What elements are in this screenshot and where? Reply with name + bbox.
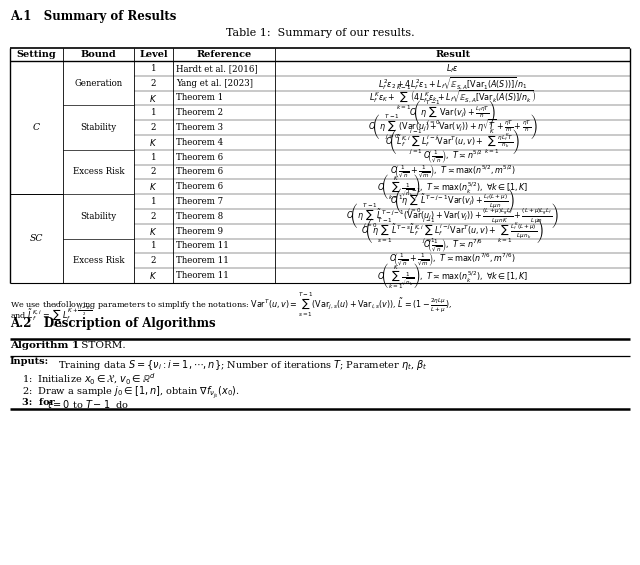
Text: $K$: $K$	[149, 181, 157, 192]
Text: Theorem 4: Theorem 4	[176, 138, 223, 147]
Text: 2: 2	[151, 212, 156, 221]
Text: Yang et al. [2023]: Yang et al. [2023]	[176, 79, 253, 88]
Text: Algorithm 1: Algorithm 1	[10, 341, 79, 350]
Text: Generation: Generation	[74, 79, 122, 88]
Text: $t=0$ to $T-1$  do: $t=0$ to $T-1$ do	[44, 398, 129, 410]
Text: $O\!\left(\sum_{k=1}^{K}\frac{1}{\sqrt{n_k}}\right),\ T\asymp\max(n_k^{5/2}),\ \: $O\!\left(\sum_{k=1}^{K}\frac{1}{\sqrt{n…	[377, 172, 529, 202]
Text: Setting: Setting	[17, 50, 56, 59]
Text: Stability: Stability	[80, 212, 116, 221]
Text: Theorem 6: Theorem 6	[176, 167, 223, 176]
Text: Theorem 2: Theorem 2	[176, 108, 223, 118]
Text: $K$: $K$	[149, 137, 157, 148]
Text: Training data $S=\{\nu_i:i=1,\cdots,n\}$; Number of iterations $T$; Parameter $\: Training data $S=\{\nu_i:i=1,\cdots,n\}$…	[52, 358, 428, 372]
Text: SC: SC	[29, 234, 43, 243]
Text: Theorem 3: Theorem 3	[176, 123, 223, 132]
Text: $O\!\left(\frac{1}{\sqrt{n}}\right),\ T\asymp n^{7/6}$: $O\!\left(\frac{1}{\sqrt{n}}\right),\ T\…	[422, 237, 483, 255]
Text: $K$: $K$	[149, 93, 157, 103]
Text: Theorem 6: Theorem 6	[176, 182, 223, 192]
Text: $O\!\left(\eta\sum_{j=0}^{T-1}\mathrm{Var}(v_j)+\frac{L_f\eta T}{n}\right)$: $O\!\left(\eta\sum_{j=0}^{T-1}\mathrm{Va…	[409, 98, 496, 128]
Text: $L_f\epsilon$: $L_f\epsilon$	[446, 62, 459, 75]
Text: 2: 2	[151, 123, 156, 132]
Text: Table 1:  Summary of our results.: Table 1: Summary of our results.	[226, 28, 414, 38]
Text: $L_f^2\epsilon_2+4L_f^2\epsilon_1+L_f\sqrt{\mathbb{E}_{S,A}[\mathrm{Var}_1(A(S)): $L_f^2\epsilon_2+4L_f^2\epsilon_1+L_f\sq…	[378, 75, 527, 92]
Text: $L_f^K\epsilon_K+\sum_{k=1}^{K-1}\left(4L_f^K\epsilon_k+L_f\sqrt{\mathbb{E}_{S,A: $L_f^K\epsilon_K+\sum_{k=1}^{K-1}\left(4…	[369, 84, 536, 112]
Text: $O\!\left(\eta\sum_{s=1}^{T-1}\tilde{L}^{T-s}\tilde{L}_f^{K,i}\sum_{j=1}^{i-1}L_: $O\!\left(\eta\sum_{s=1}^{T-1}\tilde{L}^…	[362, 216, 544, 246]
Text: A.1   Summary of Results: A.1 Summary of Results	[10, 10, 177, 23]
Text: C: C	[33, 123, 40, 132]
Text: Theorem 11: Theorem 11	[176, 257, 229, 266]
Text: Bound: Bound	[81, 50, 116, 59]
Text: 1: 1	[150, 153, 156, 162]
Text: Inputs:: Inputs:	[10, 358, 49, 367]
Text: 1: 1	[150, 64, 156, 73]
Text: $O\!\left(\eta\sum_{j=0}^{T-1}\tilde{L}^{T-j-1}\mathrm{Var}(v_j)+\frac{L_f(L+\mu: $O\!\left(\eta\sum_{j=0}^{T-1}\tilde{L}^…	[390, 187, 515, 216]
Text: $O\!\left(\frac{1}{\sqrt{n}}+\frac{1}{\sqrt{m}}\right),\ T\asymp\max(n^{7/6},m^{: $O\!\left(\frac{1}{\sqrt{n}}+\frac{1}{\s…	[389, 252, 516, 270]
Text: Theorem 1: Theorem 1	[176, 93, 223, 102]
Text: Theorem 11: Theorem 11	[176, 241, 229, 250]
Text: 1:  Initialize $x_0\in\mathcal{X}$, $v_0\in\mathbb{R}^d$: 1: Initialize $x_0\in\mathcal{X}$, $v_0\…	[22, 372, 156, 388]
Text: Theorem 6: Theorem 6	[176, 153, 223, 162]
Text: $K$: $K$	[149, 225, 157, 237]
Text: $O\!\left(\frac{1}{\sqrt{n}}\right),\ T\asymp n^{5/2}$: $O\!\left(\frac{1}{\sqrt{n}}\right),\ T\…	[423, 149, 483, 166]
Text: 1: 1	[150, 241, 156, 250]
Text: Theorem 9: Theorem 9	[176, 227, 223, 236]
Text: $O\!\left(\frac{1}{\sqrt{n}}+\frac{1}{\sqrt{m}}\right),\ T\asymp\max(n^{5/2},m^{: $O\!\left(\frac{1}{\sqrt{n}}+\frac{1}{\s…	[390, 163, 516, 181]
Text: Theorem 7: Theorem 7	[176, 197, 223, 206]
Text: Reference: Reference	[196, 50, 252, 59]
Text: $O\!\left(\eta\sum_{j=0}^{T-1}(\mathrm{Var}(u_j)+\mathrm{Var}(v_j))+\eta\sqrt{T}: $O\!\left(\eta\sum_{j=0}^{T-1}(\mathrm{V…	[368, 113, 538, 142]
Text: Result: Result	[435, 50, 470, 59]
Text: 3:  for: 3: for	[22, 398, 55, 407]
Text: STORM.: STORM.	[78, 341, 125, 350]
Text: Stability: Stability	[80, 123, 116, 132]
Text: Excess Risk: Excess Risk	[72, 167, 124, 176]
Text: $O\!\left(\tilde{L}_f^{K,i}\sum_{j=1}^{i-1}L_f^{i-j}\mathrm{Var}^T(u,v)+\sum_{k=: $O\!\left(\tilde{L}_f^{K,i}\sum_{j=1}^{i…	[385, 128, 520, 157]
Text: 2:  Draw a sample $j_0\in[1,n]$, obtain $\nabla f_{\nu_{j_0}}(x_0)$.: 2: Draw a sample $j_0\in[1,n]$, obtain $…	[22, 385, 240, 401]
Text: $O\!\left(\eta\sum_{j=0}^{T-1}\tilde{L}^{T-j-1}(\mathrm{Var}(u_j)+\mathrm{Var}(v: $O\!\left(\eta\sum_{j=0}^{T-1}\tilde{L}^…	[346, 202, 559, 231]
Text: We use the following parameters to simplify the notations: $\mathrm{Var}^T(u,v)=: We use the following parameters to simpl…	[10, 290, 452, 319]
Text: Theorem 8: Theorem 8	[176, 212, 223, 221]
Text: 1: 1	[150, 197, 156, 206]
Text: Theorem 11: Theorem 11	[176, 271, 229, 280]
Text: $O\!\left(\sum_{k=1}^{K}\frac{1}{\sqrt{n_k}}\right),\ T\asymp\max(n_k^{5/2}),\ \: $O\!\left(\sum_{k=1}^{K}\frac{1}{\sqrt{n…	[377, 260, 529, 290]
Text: 2: 2	[151, 167, 156, 176]
Text: Level: Level	[140, 50, 168, 59]
Text: $K$: $K$	[149, 270, 157, 281]
Text: 2: 2	[151, 257, 156, 266]
Text: A.2   Description of Algorithms: A.2 Description of Algorithms	[10, 317, 216, 330]
Text: and $\tilde{L}_f^{K,i}=\sum_{i=1}^{K}L_f^{K+\frac{(i-3)i}{2}}$: and $\tilde{L}_f^{K,i}=\sum_{i=1}^{K}L_f…	[10, 302, 93, 331]
Text: Excess Risk: Excess Risk	[72, 257, 124, 266]
Text: Hardt et al. [2016]: Hardt et al. [2016]	[176, 64, 258, 73]
Text: 2: 2	[151, 79, 156, 88]
Text: 1: 1	[150, 108, 156, 118]
